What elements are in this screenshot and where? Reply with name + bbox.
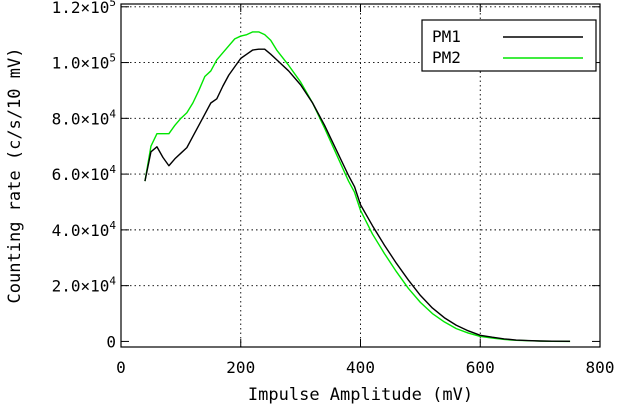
x-tick-label: 200: [226, 358, 255, 377]
x-tick-label: 800: [586, 358, 615, 377]
y-axis-title: Counting rate (c/s/10 mV): [5, 48, 25, 304]
legend: PM1 PM2: [421, 19, 597, 72]
y-tick-label: 2.0×104: [52, 275, 117, 296]
series-line-pm1: [144, 48, 571, 343]
y-tick-labels: 0 2.0×104 4.0×104 6.0×104 8.0×104 1.0×105 1.2×…: [52, 0, 117, 351]
x-tick-label: 0: [116, 358, 126, 377]
y-tick-label: 1.2×105: [52, 0, 116, 17]
x-tick-labels: 0 200 400 600 800: [116, 358, 614, 377]
axis-ticks: [120, 4, 601, 347]
y-tick-label: 8.0×104: [52, 107, 117, 128]
legend-label-pm1: PM1: [432, 27, 461, 46]
y-tick-label: 1.0×105: [52, 52, 116, 73]
series-line-pm2: [144, 31, 571, 343]
y-tick-label: 6.0×104: [52, 163, 117, 184]
series-lines: [144, 31, 571, 343]
y-tick-label: 0: [106, 332, 116, 351]
x-tick-label: 600: [466, 358, 495, 377]
legend-box: [421, 19, 597, 72]
y-tick-label: 4.0×104: [52, 219, 117, 240]
legend-label-pm2: PM2: [432, 48, 461, 67]
x-tick-label: 400: [346, 358, 375, 377]
x-axis-title: Impulse Amplitude (mV): [248, 385, 473, 405]
